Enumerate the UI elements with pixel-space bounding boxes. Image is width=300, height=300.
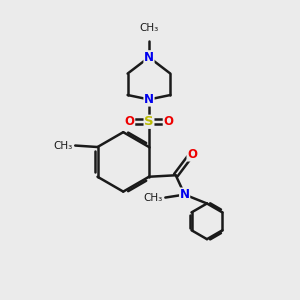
Text: O: O	[125, 115, 135, 128]
Text: O: O	[187, 148, 197, 161]
Text: S: S	[144, 115, 154, 128]
Text: CH₃: CH₃	[53, 140, 72, 151]
Text: N: N	[180, 188, 190, 201]
Text: O: O	[163, 115, 173, 128]
Text: CH₃: CH₃	[143, 193, 162, 202]
Text: CH₃: CH₃	[140, 23, 159, 34]
Text: N: N	[144, 93, 154, 106]
Text: N: N	[144, 51, 154, 64]
